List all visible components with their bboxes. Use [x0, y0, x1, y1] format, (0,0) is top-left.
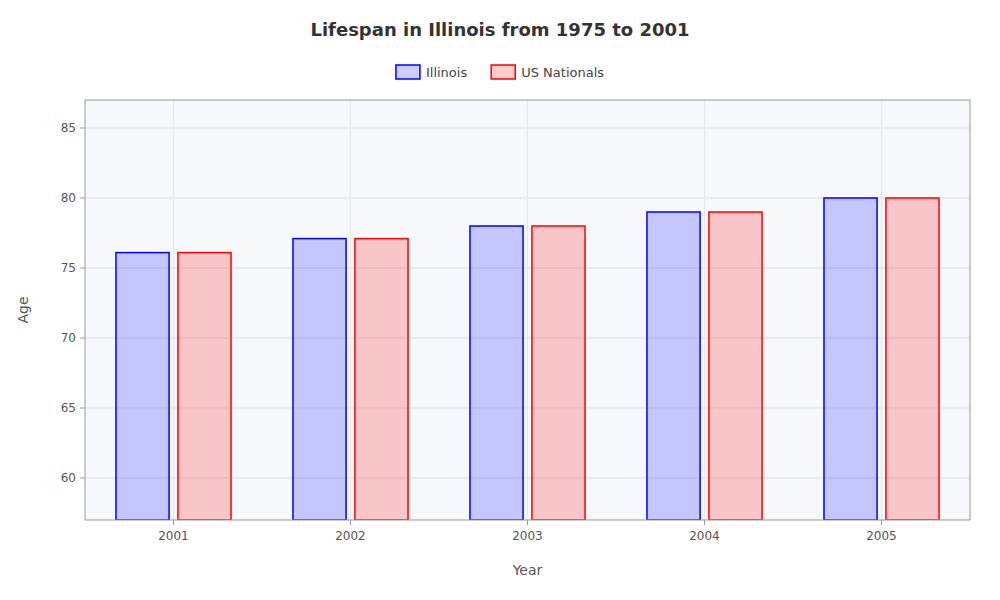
grid-line	[881, 100, 882, 520]
plot-frame	[85, 100, 970, 520]
legend-swatch	[491, 65, 515, 79]
bar	[355, 239, 408, 520]
grid-line	[350, 100, 351, 520]
legend-label: US Nationals	[521, 65, 604, 80]
title: Lifespan in Illinois from 1975 to 2001	[310, 19, 689, 40]
grid-line	[173, 100, 174, 520]
legend-label: Illinois	[426, 65, 467, 80]
bar	[116, 253, 169, 520]
bar	[709, 212, 762, 520]
tick	[881, 520, 882, 525]
grid	[85, 100, 970, 520]
legend-item: US Nationals	[491, 65, 604, 80]
tick-label: 85	[61, 121, 76, 135]
tick-label: 2003	[512, 529, 543, 543]
tick-label: 2005	[866, 529, 897, 543]
tick-label: 80	[61, 191, 76, 205]
tick	[80, 408, 85, 409]
x-axis: 2001 2002 2003 2004 2005	[158, 520, 897, 543]
tick-label: 70	[61, 331, 76, 345]
tick-label: 75	[61, 261, 76, 275]
bar	[647, 212, 700, 520]
tick	[704, 520, 705, 525]
y-axis: 60 65 70 75 80 85	[61, 121, 85, 485]
tick	[173, 520, 174, 525]
legend: Illinois US Nationals	[396, 65, 604, 80]
legend-swatch	[396, 65, 420, 79]
bar	[178, 253, 231, 520]
bars	[116, 198, 939, 520]
tick	[80, 268, 85, 269]
bar	[886, 198, 939, 520]
chart: 60 65 70 75 80 85 2001 2002 2003 2004 2005 Year Age L…	[0, 0, 1000, 600]
bar	[470, 226, 523, 520]
plot-area	[85, 100, 970, 520]
tick	[80, 338, 85, 339]
legend-item: Illinois	[396, 65, 467, 80]
x-axis-label: Year	[512, 562, 543, 578]
y-axis-label: Age	[15, 296, 31, 323]
tick	[80, 128, 85, 129]
bar	[293, 239, 346, 520]
grid-line	[527, 100, 528, 520]
bar	[824, 198, 877, 520]
tick-label: 2002	[335, 529, 366, 543]
tick	[80, 478, 85, 479]
tick-label: 2004	[689, 529, 720, 543]
tick	[80, 198, 85, 199]
tick-label: 60	[61, 471, 76, 485]
bar	[532, 226, 585, 520]
grid-line	[704, 100, 705, 520]
tick	[350, 520, 351, 525]
tick	[527, 520, 528, 525]
tick-label: 65	[61, 401, 76, 415]
tick-label: 2001	[158, 529, 189, 543]
